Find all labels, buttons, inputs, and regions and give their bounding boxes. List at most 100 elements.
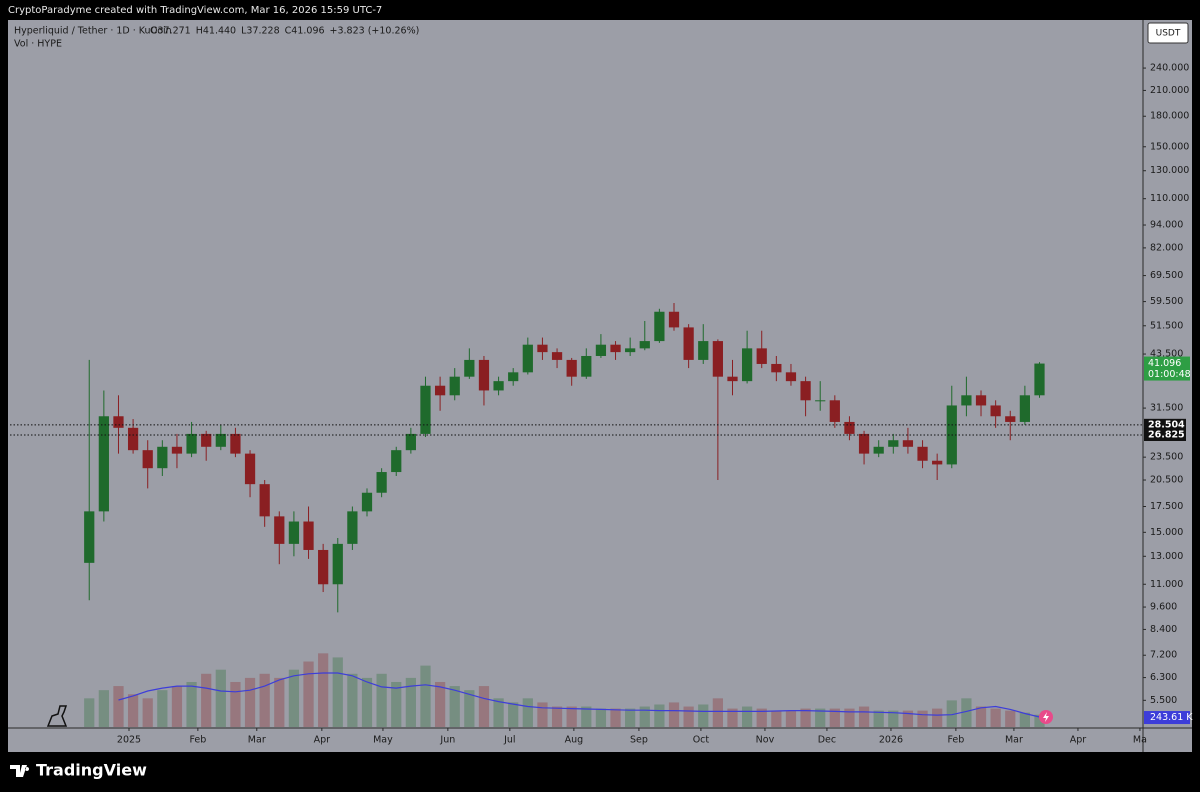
volume-bar — [1019, 712, 1030, 727]
candle-body — [98, 416, 109, 512]
volume-bar — [771, 710, 782, 727]
candle-body — [858, 433, 870, 454]
currency-button[interactable] — [1147, 22, 1189, 44]
candle-body — [405, 433, 416, 451]
volume-bar — [478, 686, 490, 727]
y-tick-label: 240.000 — [1150, 63, 1189, 74]
volume-bar — [259, 673, 270, 727]
volume-bar — [464, 690, 475, 727]
candle-body — [259, 484, 270, 517]
volume-tag-label: 243.61 K — [1150, 712, 1193, 723]
volume-bar — [332, 657, 343, 727]
volume-bar — [537, 702, 548, 727]
plot — [84, 303, 1045, 727]
volume-bar — [186, 681, 197, 727]
x-tick-label: Apr — [1070, 735, 1087, 746]
candle-body — [566, 359, 577, 377]
volume-bar — [303, 661, 314, 727]
candle-body — [668, 311, 680, 328]
y-tick-label: 82.000 — [1150, 242, 1183, 253]
legend-ohlc-value: H41.440 — [196, 26, 236, 37]
volume-bar — [698, 704, 709, 727]
volume-bar — [347, 673, 358, 727]
x-tick-label: Mar — [248, 735, 266, 746]
legend-change: +3.823 (+10.26%) — [330, 26, 420, 37]
y-tick-label: 5.500 — [1150, 695, 1177, 706]
candle-body — [318, 549, 329, 585]
candle-body — [595, 344, 607, 356]
candle-body — [698, 341, 709, 360]
currency-label[interactable]: USDT — [1156, 29, 1181, 39]
candle-body — [712, 341, 723, 377]
volume-bar — [157, 690, 168, 727]
candle-body — [756, 348, 767, 364]
y-tick-label: 13.000 — [1150, 551, 1183, 562]
countdown: 01:00:48 — [1148, 369, 1191, 380]
volume-bar — [201, 673, 212, 727]
volume-bar — [873, 710, 884, 727]
last-price-label: 41.096 — [1148, 358, 1181, 369]
header: CryptoParadyme created with TradingView.… — [8, 5, 382, 16]
volume-bar — [361, 677, 373, 727]
y-tick-label: 31.500 — [1150, 403, 1183, 414]
volume-bar — [756, 708, 767, 727]
x-tick-label: Sep — [630, 735, 648, 746]
x-tick-label: Oct — [693, 735, 710, 746]
candle-body — [888, 440, 899, 447]
candle-body — [551, 352, 563, 360]
y-tick-label: 130.000 — [1150, 165, 1189, 176]
x-tick-label: Jun — [439, 735, 455, 746]
candle-body — [215, 433, 226, 447]
candle-body — [464, 359, 475, 377]
y-tick-label: 180.000 — [1150, 111, 1189, 122]
candle-body — [625, 348, 636, 353]
y-tick-label: 11.000 — [1150, 579, 1183, 590]
volume-bar — [975, 706, 987, 727]
candle-body — [727, 376, 738, 382]
volume-bar — [858, 706, 870, 727]
volume-bar — [654, 704, 665, 727]
x-tick-label: Feb — [947, 735, 964, 746]
y-tick-label: 210.000 — [1150, 85, 1189, 96]
candle-body — [508, 372, 519, 382]
candle-body — [1005, 416, 1016, 422]
volume-bar — [274, 677, 285, 727]
volume-bar — [318, 653, 329, 727]
y-tick-label: 23.500 — [1150, 452, 1183, 463]
y-tick-label: 94.000 — [1150, 220, 1183, 231]
y-tick-label: 59.500 — [1150, 296, 1183, 307]
candle-body — [741, 348, 753, 382]
x-tick-label: Ma — [1133, 735, 1147, 746]
candle-body — [127, 427, 139, 451]
candle-body — [171, 446, 183, 454]
volume-bar — [522, 698, 533, 727]
y-tick-label: 15.000 — [1150, 527, 1183, 538]
volume-bar — [844, 708, 855, 727]
x-tick-label: 2025 — [117, 735, 141, 746]
candle-body — [785, 372, 797, 382]
candle-body — [449, 376, 460, 396]
legend-symbol: Hyperliquid / Tether · 1D · KuCoin — [14, 26, 172, 37]
volume-bar — [434, 681, 446, 727]
candle-body — [800, 381, 811, 401]
candle-body — [902, 440, 914, 447]
x-tick-label: Nov — [756, 735, 775, 746]
y-tick-label: 43.500 — [1150, 349, 1183, 360]
volume-bar — [551, 706, 563, 727]
last-price-tag — [1144, 356, 1190, 381]
volume-bar — [639, 706, 650, 727]
candle-body — [815, 400, 826, 402]
volume-bar — [917, 710, 928, 727]
candle-body — [990, 405, 1001, 417]
volume-bar — [932, 708, 943, 727]
candle-body — [873, 446, 884, 454]
footer-brand: TradingView — [36, 761, 147, 780]
volume-bar — [405, 677, 416, 727]
candle-body — [478, 359, 490, 391]
volume-bar — [712, 698, 723, 727]
legend-ohlc-value: O37.271 — [150, 26, 191, 37]
candle-body — [288, 521, 300, 544]
volume-bar — [610, 708, 621, 727]
candle-body — [639, 341, 650, 349]
